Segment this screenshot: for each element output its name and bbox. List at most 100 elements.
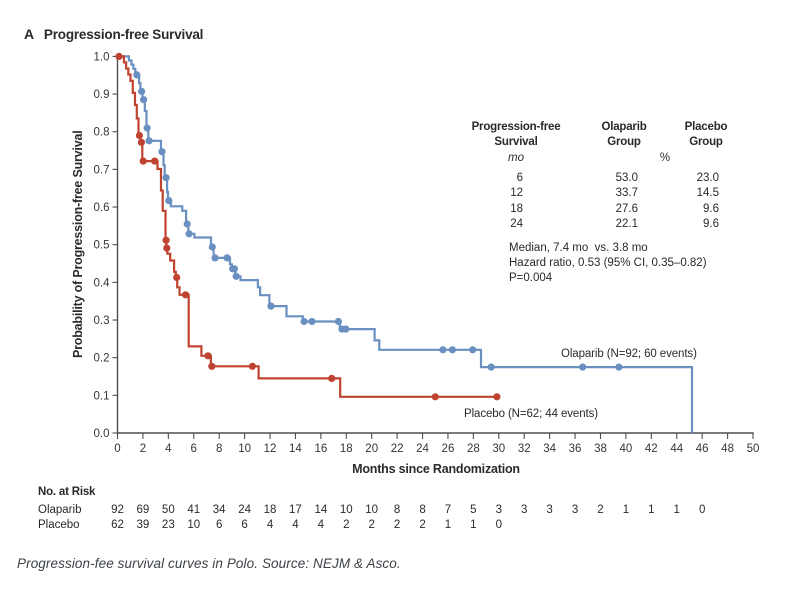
at-risk-count: 3 — [546, 504, 553, 516]
olaparib-censor-mark — [232, 272, 240, 280]
at-risk-row-label: Olaparib — [38, 504, 82, 516]
olaparib-censor-mark — [308, 317, 316, 326]
at-risk-count: 24 — [238, 504, 251, 516]
placebo-censor-mark — [162, 236, 170, 244]
at-risk-count: 10 — [187, 519, 201, 531]
at-risk-count: 2 — [368, 519, 375, 531]
x-tick-label: 50 — [747, 443, 760, 455]
placebo-censor-mark — [173, 273, 181, 282]
inset-value: 53.0 — [615, 172, 638, 184]
inset-col3-header-line1: Placebo — [684, 121, 728, 133]
x-tick-label: 28 — [467, 443, 480, 455]
at-risk-count: 50 — [161, 504, 175, 516]
x-tick-label: 20 — [365, 443, 378, 455]
at-risk-count: 4 — [292, 519, 299, 531]
at-risk-count: 8 — [393, 504, 401, 516]
placebo-curve-label: Placebo (N=62; 44 events) — [464, 408, 598, 420]
at-risk-count: 3 — [571, 504, 579, 516]
olaparib-censor-mark — [448, 346, 456, 354]
inset-value: 9.6 — [703, 202, 719, 215]
inset-value: 12 — [510, 187, 523, 200]
olaparib-censor-mark — [267, 302, 275, 310]
olaparib-censor-mark — [208, 243, 216, 251]
placebo-censor-mark — [328, 374, 336, 382]
at-risk-count: 7 — [444, 504, 452, 516]
at-risk-count: 17 — [289, 504, 302, 516]
placebo-censor-mark — [204, 352, 212, 360]
olaparib-censor-mark — [165, 197, 173, 205]
x-tick-label: 22 — [391, 443, 404, 455]
placebo-censor-mark — [151, 157, 159, 165]
x-tick-label: 2 — [140, 443, 146, 455]
olaparib-censor-mark — [211, 254, 219, 262]
at-risk-count: 2 — [597, 504, 604, 516]
at-risk-count: 3 — [495, 504, 502, 516]
at-risk-count: 4 — [266, 519, 274, 531]
olaparib-censor-mark — [143, 124, 151, 132]
y-tick-label: 0.0 — [94, 428, 110, 440]
at-risk-count: 41 — [187, 504, 201, 516]
olaparib-censor-mark — [342, 325, 350, 333]
y-tick-label: 0.8 — [94, 127, 110, 139]
olaparib-censor-mark — [223, 254, 231, 262]
placebo-curve — [117, 55, 499, 398]
placebo-censor-mark — [115, 52, 123, 61]
at-risk-count: 3 — [521, 504, 528, 516]
olaparib-censor-mark — [145, 137, 153, 145]
olaparib-censor-mark — [579, 363, 587, 371]
inset-value: 33.7 — [615, 187, 638, 200]
at-risk-count: 92 — [111, 504, 124, 516]
inset-value: 9.6 — [703, 218, 719, 231]
figure-caption: Progression-fee survival curves in Polo.… — [17, 556, 401, 571]
inset-value: 14.5 — [696, 187, 719, 200]
x-tick-label: 26 — [442, 443, 455, 455]
olaparib-censor-mark — [300, 317, 308, 326]
inset-col1-header-line2: Survival — [494, 136, 538, 148]
at-risk-title: No. at Risk — [38, 486, 96, 498]
at-risk-count: 10 — [365, 504, 379, 516]
at-risk-count: 1 — [622, 504, 630, 516]
olaparib-censor-mark — [185, 230, 193, 238]
y-tick-label: 0.1 — [94, 390, 110, 402]
y-tick-label: 0.2 — [94, 353, 110, 365]
at-risk-count: 14 — [314, 504, 328, 516]
inset-notes: Median, 7.4 mo vs. 3.8 mo Hazard ratio, 0… — [509, 241, 707, 287]
olaparib-censor-mark — [133, 71, 141, 79]
x-tick-label: 32 — [518, 443, 531, 455]
placebo-censor-mark — [208, 362, 216, 370]
y-tick-label: 0.3 — [94, 315, 110, 327]
panel-letter: A — [24, 26, 34, 42]
at-risk-count: 34 — [212, 504, 226, 516]
olaparib-censor-mark — [140, 96, 148, 104]
at-risk-count: 1 — [470, 519, 477, 531]
olaparib-censor-mark — [230, 265, 238, 273]
at-risk-row-label: Placebo — [38, 519, 80, 531]
at-risk-count: 8 — [419, 504, 426, 516]
inset-col1-unit: mo — [508, 152, 524, 164]
x-tick-label: 44 — [670, 443, 683, 455]
olaparib-censor-mark — [469, 346, 477, 354]
placebo-censor-mark — [139, 157, 147, 165]
placebo-censor-mark — [248, 362, 256, 370]
at-risk-count: 2 — [419, 519, 426, 531]
at-risk-count: 39 — [136, 519, 150, 531]
y-tick-label: 0.4 — [94, 277, 111, 289]
placebo-censor-mark — [163, 244, 171, 252]
at-risk-count: 10 — [339, 504, 353, 516]
panel-title: A Progression-free Survival — [24, 26, 203, 42]
x-tick-label: 40 — [620, 443, 633, 455]
olaparib-censor-mark — [158, 148, 166, 156]
inset-col2-header-line2: Group — [607, 136, 641, 148]
inset-value: 6 — [516, 172, 523, 184]
at-risk-count: 0 — [495, 519, 502, 531]
x-tick-label: 0 — [114, 443, 120, 455]
olaparib-censor-mark — [615, 363, 623, 371]
olaparib-censor-mark — [334, 317, 342, 326]
x-axis-title: Months since Randomization — [352, 462, 520, 476]
placebo-censor-mark — [431, 393, 439, 401]
at-risk-count: 2 — [393, 519, 401, 531]
x-tick-label: 42 — [645, 443, 658, 455]
inset-note: Hazard ratio, 0.53 (95% CI, 0.35–0.82) — [509, 257, 707, 270]
